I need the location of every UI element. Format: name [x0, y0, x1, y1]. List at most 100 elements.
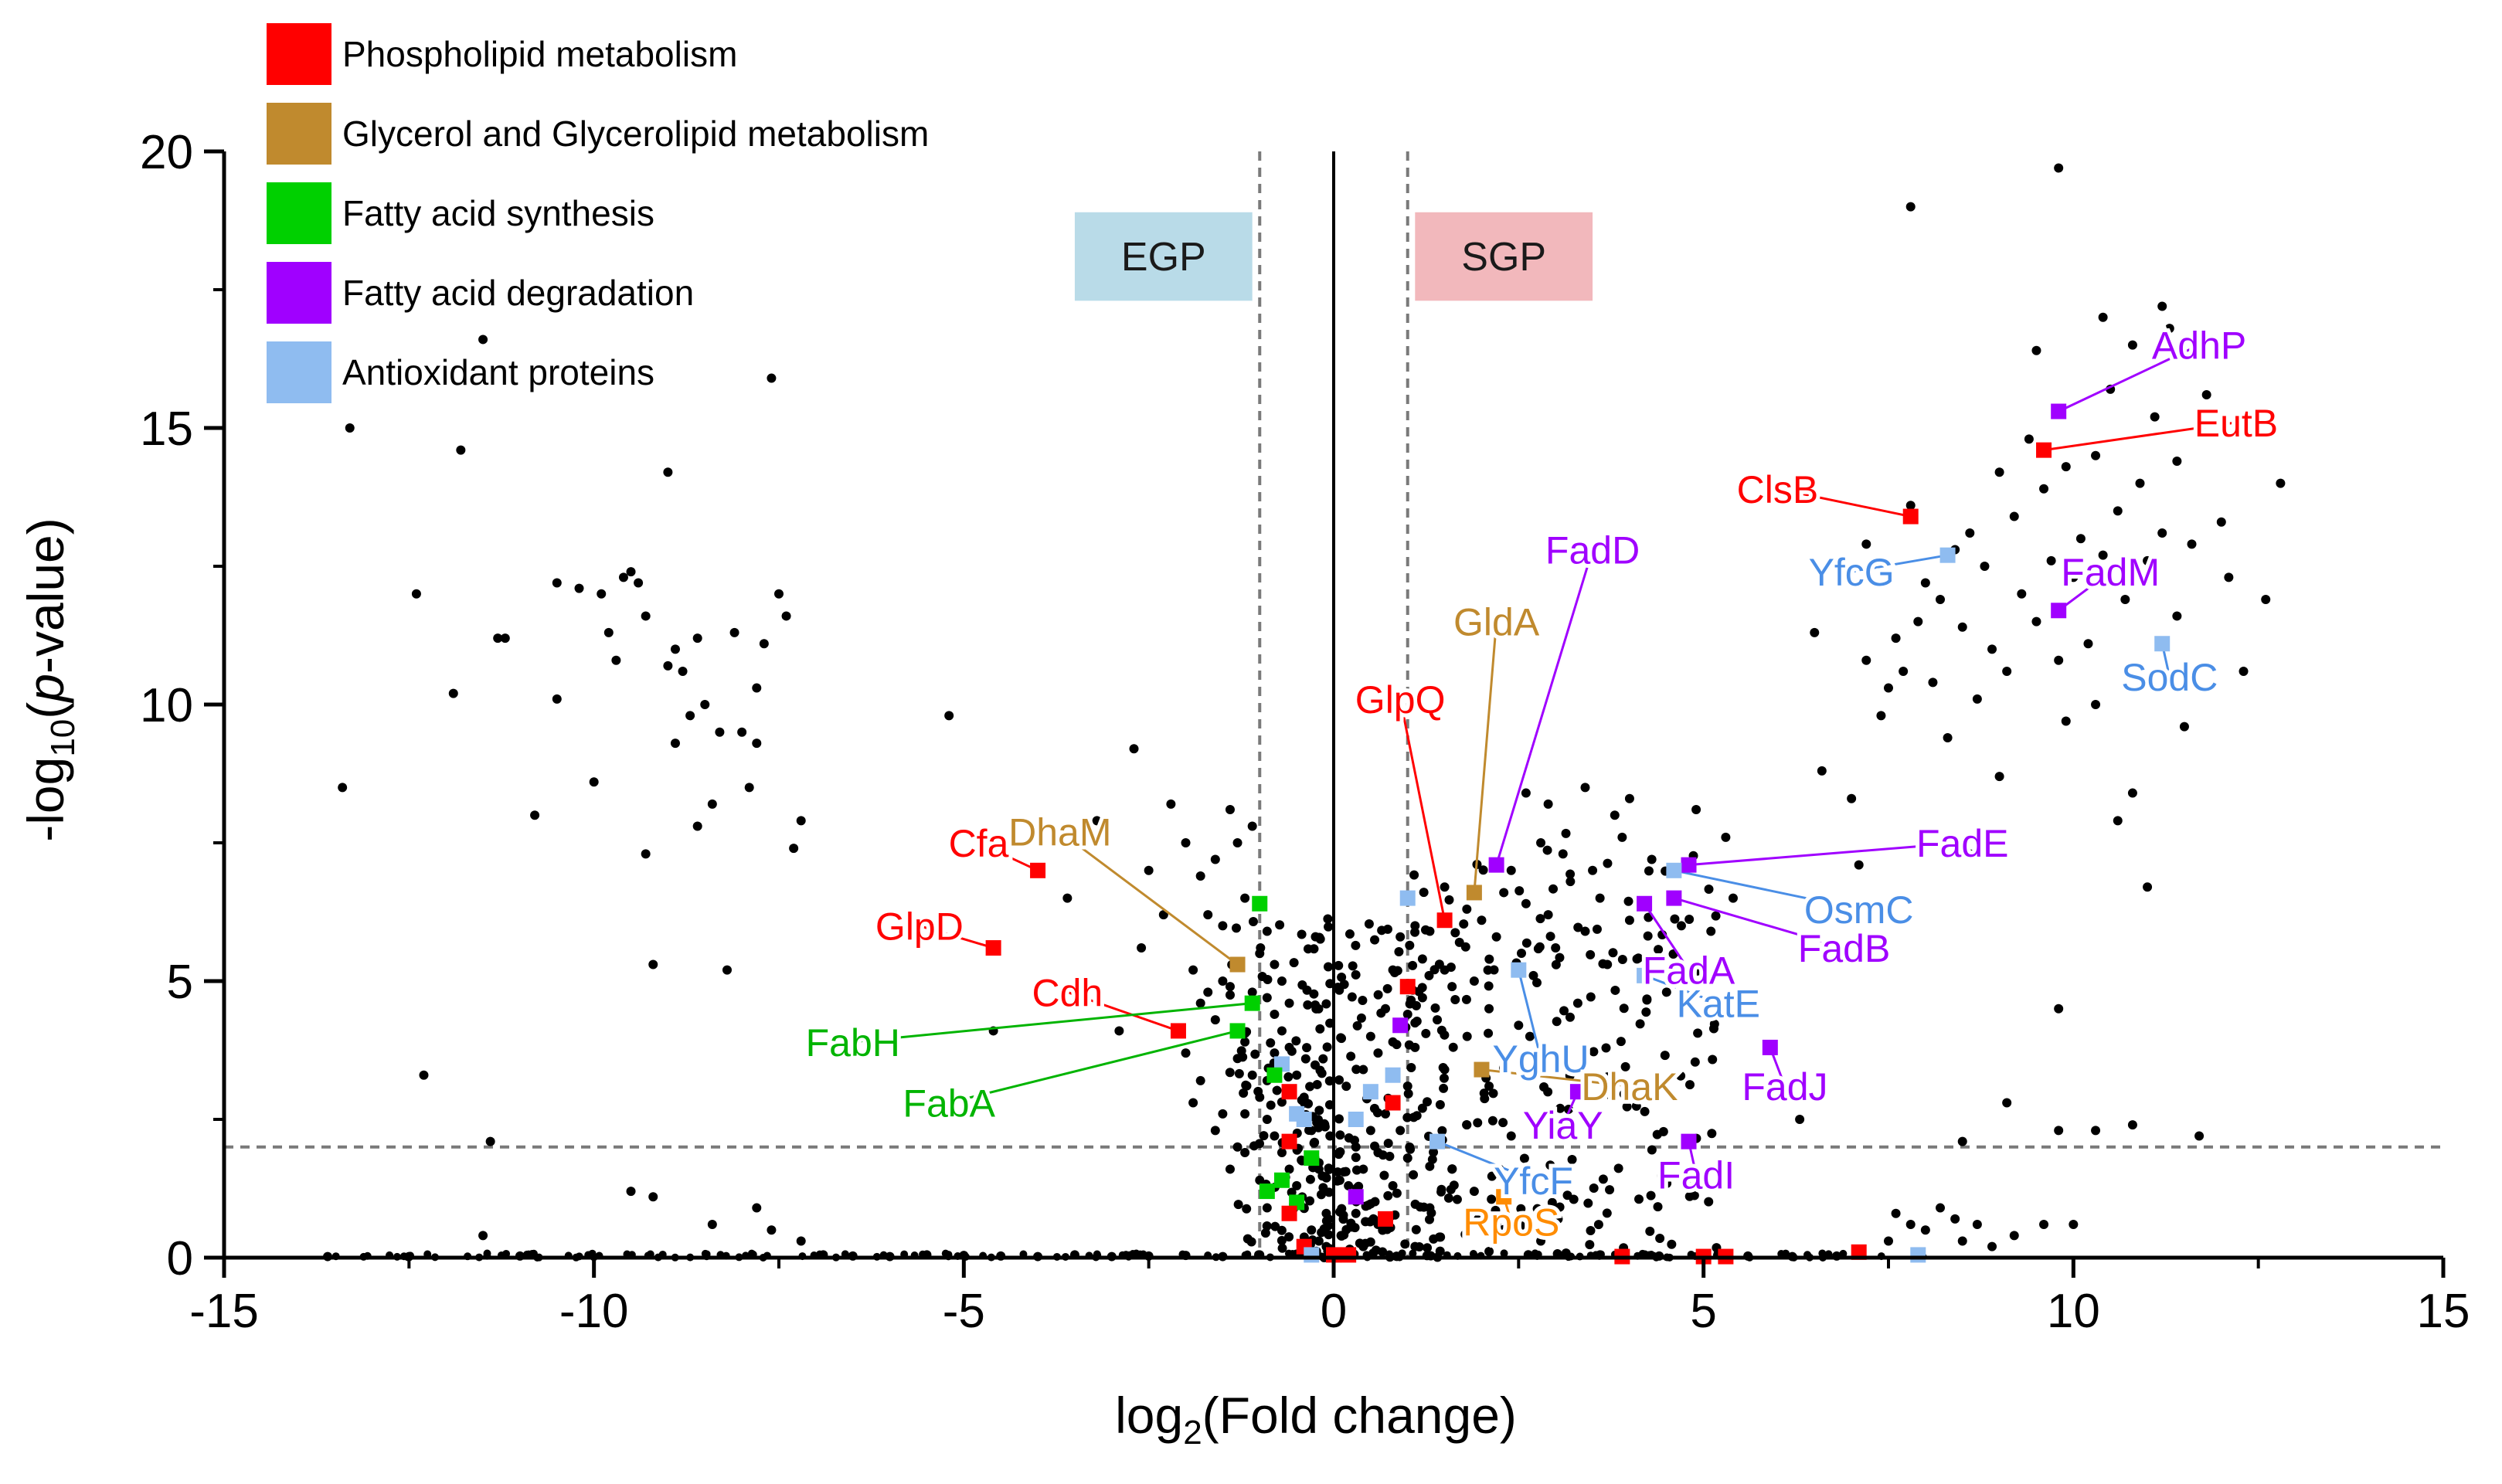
y-tick-label: 5 [167, 956, 193, 1009]
legend-label-fas: Fatty acid synthesis [342, 193, 654, 233]
protein-point [1469, 976, 1479, 986]
protein-point [1373, 990, 1383, 1000]
protein-point [663, 660, 673, 671]
protein-point [1514, 886, 1525, 896]
gene-label-fadj: FadJ [1742, 1065, 1827, 1109]
gene-label-faba: FabA [903, 1082, 995, 1126]
protein-point [1405, 999, 1415, 1009]
protein-point [1305, 1196, 1315, 1206]
protein-point [1652, 1129, 1662, 1139]
protein-point [1519, 1050, 1529, 1060]
protein-point [1498, 1224, 1508, 1234]
protein-point [1218, 976, 1228, 986]
protein-point [478, 1231, 488, 1241]
highlighted-protein-point [1281, 1084, 1297, 1100]
protein-point [1262, 1221, 1272, 1231]
highlighted-protein-point [1341, 1247, 1357, 1263]
protein-point [1366, 1199, 1376, 1209]
y-tick-label: 0 [167, 1232, 193, 1285]
protein-point [1289, 958, 1299, 968]
protein-point [1378, 1150, 1388, 1160]
gene-label-halo-glpq: GlpQ [1355, 678, 1446, 722]
protein-point [1684, 914, 1695, 924]
gene-label-fadi: FadI [1657, 1154, 1735, 1197]
protein-point [1434, 959, 1444, 970]
protein-point [1616, 1037, 1626, 1047]
protein-point [1634, 1194, 1644, 1204]
protein-point [1410, 1199, 1420, 1209]
y-axis-title: -log10(p-value) [17, 518, 82, 841]
protein-point [1603, 858, 1613, 868]
protein-point [530, 810, 540, 820]
protein-point [1795, 1115, 1805, 1124]
legend-swatch-fas [267, 182, 331, 244]
protein-point [1292, 1070, 1302, 1080]
protein-point [1356, 1013, 1366, 1023]
protein-point [1421, 1028, 1431, 1038]
protein-point [1484, 1028, 1494, 1038]
protein-point [2157, 301, 2167, 311]
protein-point [1521, 898, 1531, 908]
protein-point [1913, 616, 1923, 627]
protein-point [1334, 1114, 1344, 1124]
protein-point [1460, 942, 1470, 952]
protein-point [1378, 1247, 1388, 1257]
protein-point [1203, 987, 1213, 997]
protein-point [2179, 722, 2189, 732]
protein-point [1287, 1046, 1297, 1056]
protein-point [1339, 1230, 1349, 1240]
protein-point [1555, 1103, 1565, 1113]
protein-point [419, 1070, 429, 1080]
protein-point [1491, 932, 1501, 942]
protein-point [2201, 390, 2211, 400]
protein-point [1693, 1028, 1703, 1038]
protein-point [1633, 953, 1644, 963]
protein-point [789, 844, 799, 854]
protein-point [1334, 960, 1344, 970]
protein-point [1334, 1207, 1344, 1217]
protein-point [1479, 1088, 1489, 1099]
protein-point [1569, 1194, 1579, 1204]
leader-line-faba [948, 1029, 1238, 1104]
protein-point [1405, 940, 1415, 950]
protein-point [1640, 1106, 1650, 1116]
protein-point [411, 589, 421, 599]
x-axis-title: log2(Fold change) [1115, 1387, 1517, 1452]
protein-point [1565, 1071, 1575, 1081]
protein-point [1437, 1126, 1447, 1136]
protein-point [1899, 667, 1909, 677]
protein-point [1478, 865, 1488, 875]
protein-point [1284, 998, 1294, 1008]
protein-point [1957, 1236, 1967, 1246]
protein-point [1676, 1071, 1686, 1081]
protein-point [552, 694, 562, 704]
protein-point [2135, 478, 2145, 488]
protein-point [1617, 955, 1627, 965]
protein-point [2098, 312, 2108, 322]
legend-swatch-phospholipid [267, 23, 331, 85]
protein-point [1247, 1070, 1257, 1080]
gene-point-fada [1637, 895, 1653, 912]
protein-point [1525, 1031, 1535, 1041]
protein-point [1351, 1165, 1361, 1175]
protein-point [1643, 931, 1653, 941]
protein-point [2002, 667, 2012, 677]
protein-point [1262, 1115, 1272, 1124]
gene-point-fabh [1244, 995, 1260, 1011]
gene-label-clsb: ClsB [1737, 468, 1819, 511]
protein-point [2091, 1126, 2101, 1136]
protein-point [483, 1249, 491, 1258]
protein-point [1218, 1109, 1228, 1119]
protein-point [1158, 910, 1168, 920]
protein-point [648, 1192, 658, 1202]
gene-label-halo-kate: KatE [1677, 983, 1760, 1026]
protein-point [2239, 667, 2249, 677]
protein-point [1365, 1237, 1375, 1247]
protein-point [1519, 1153, 1529, 1163]
gene-label-adhp: AdhP [2152, 324, 2246, 368]
protein-point [1203, 910, 1213, 920]
protein-point [1567, 1155, 1577, 1165]
gene-label-halo-dham: DhaM [1008, 811, 1111, 854]
protein-point [1473, 1118, 1483, 1128]
